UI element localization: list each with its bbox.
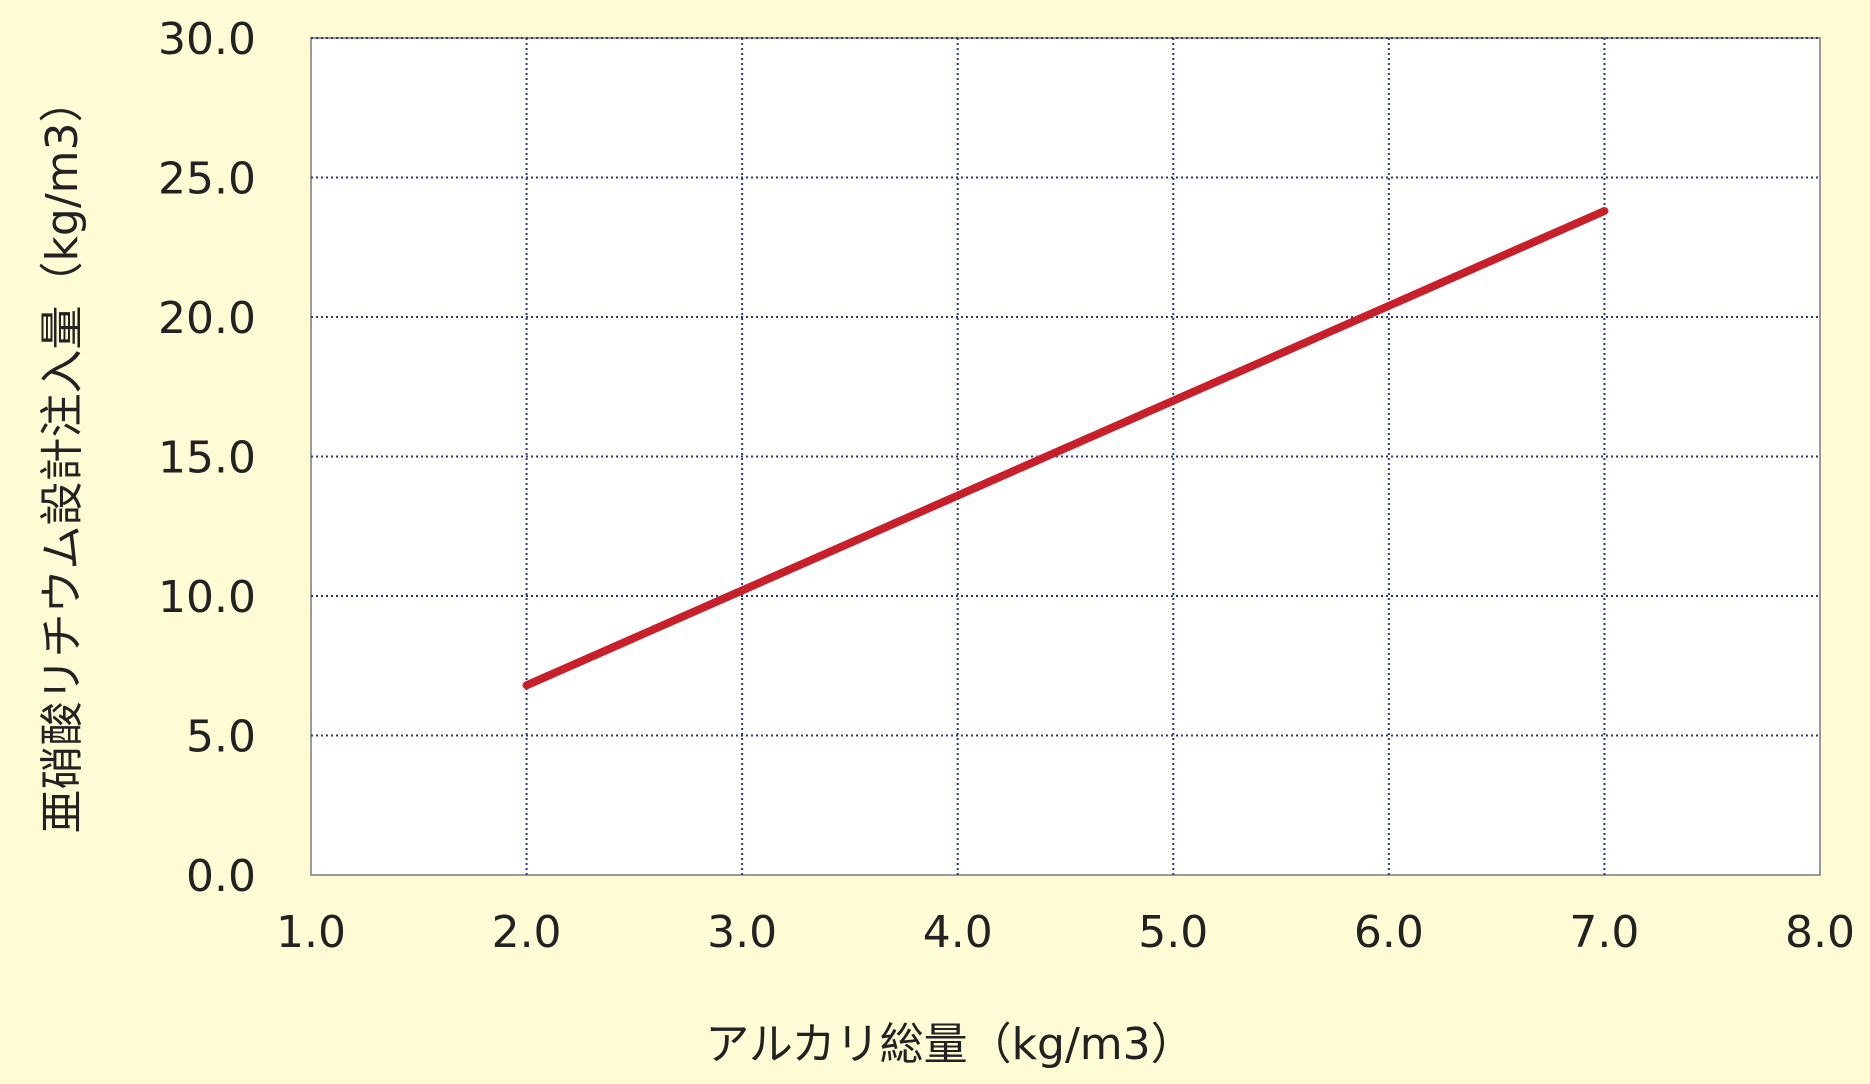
x-tick-label: 1.0 [276, 907, 346, 958]
x-axis-title: アルカリ総量（kg/m3） [705, 1019, 1194, 1070]
x-tick-label: 8.0 [1785, 907, 1855, 958]
y-tick-label: 0.0 [186, 851, 256, 902]
x-tick-label: 7.0 [1569, 907, 1639, 958]
y-tick-label: 15.0 [158, 433, 256, 484]
y-tick-label: 10.0 [158, 572, 256, 623]
tick-labels: 1.0 2.0 3.0 4.0 5.0 6.0 7.0 8.0 0.0 5.0 10.0 15.0 20… [158, 14, 1855, 958]
x-tick-label: 6.0 [1354, 907, 1424, 958]
series-line [522, 206, 1609, 690]
series-layer [522, 206, 1609, 690]
x-tick-label: 3.0 [707, 907, 777, 958]
grid-lines [311, 37, 1820, 875]
y-tick-label: 25.0 [158, 154, 256, 205]
y-tick-label: 20.0 [158, 293, 256, 344]
y-tick-label: 5.0 [186, 712, 256, 763]
x-tick-label: 2.0 [492, 907, 562, 958]
y-tick-label: 30.0 [158, 14, 256, 65]
x-tick-label: 5.0 [1138, 907, 1208, 958]
x-tick-label: 4.0 [923, 907, 993, 958]
y-axis-title: 亜硝酸リチウム設計注入量（kg/m3） [37, 78, 88, 833]
